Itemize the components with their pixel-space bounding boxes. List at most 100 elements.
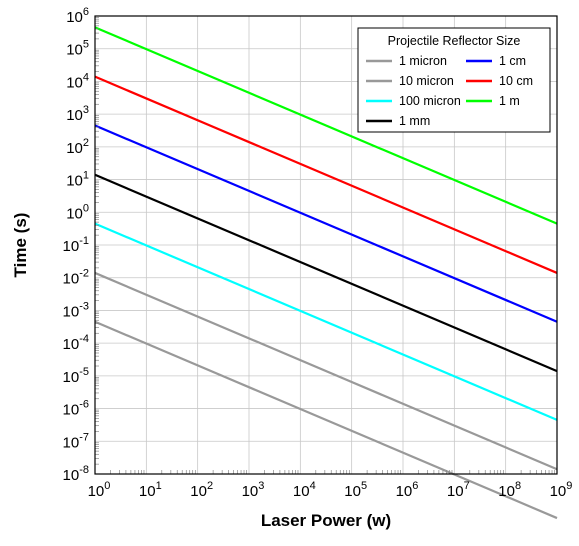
legend-entries: 1 micron 1 cm 10 micron 10 cm 100 micron 1 m 1… xyxy=(366,54,533,128)
series-line-100-micron xyxy=(94,222,558,421)
legend-label: 100 micron xyxy=(399,94,461,108)
x-tick-label-base: 10 xyxy=(190,483,207,500)
y-tick-label-base: 10 xyxy=(66,107,83,124)
series-line-10-micron xyxy=(94,271,558,471)
y-tick-label: 10-3 xyxy=(63,300,89,320)
y-tick-label-exponent: 3 xyxy=(83,104,89,116)
y-tick-label-exponent: -2 xyxy=(79,268,89,280)
y-tick-labels: 10-810-710-610-510-410-310-210-110010110… xyxy=(63,6,89,484)
y-tick-label-exponent: 5 xyxy=(83,39,89,51)
plot-frame xyxy=(94,15,558,475)
x-tick-label-base: 10 xyxy=(139,483,156,500)
y-axis-title: Time (s) xyxy=(11,213,30,278)
x-tick-label-exponent: 2 xyxy=(207,480,213,492)
x-tick-label-base: 10 xyxy=(88,483,105,500)
y-tick-label-exponent: -8 xyxy=(79,464,89,476)
y-tick-label-base: 10 xyxy=(63,402,80,419)
y-tick-label: 103 xyxy=(66,104,89,124)
y-tick-label-base: 10 xyxy=(66,9,83,26)
y-tick-label-exponent: -5 xyxy=(79,366,89,378)
x-tick-label-exponent: 4 xyxy=(310,480,316,492)
y-tick-label: 10-7 xyxy=(63,431,89,451)
x-tick-label: 105 xyxy=(344,480,367,500)
y-tick-label: 105 xyxy=(66,39,89,59)
x-tick-label: 104 xyxy=(293,480,316,500)
y-tick-label-exponent: -3 xyxy=(79,300,89,312)
y-tick-label: 106 xyxy=(66,6,89,26)
x-tick-label: 109 xyxy=(550,480,573,500)
y-tick-label-exponent: 1 xyxy=(83,170,89,182)
y-tick-label: 101 xyxy=(66,170,89,190)
y-tick-label-base: 10 xyxy=(63,271,80,288)
y-tick-label-base: 10 xyxy=(63,303,80,320)
x-tick-label: 100 xyxy=(88,480,111,500)
y-tick-label: 10-8 xyxy=(63,464,89,484)
minor-ticks xyxy=(95,17,556,474)
x-tick-label-exponent: 6 xyxy=(412,480,418,492)
y-tick-label-exponent: 6 xyxy=(83,6,89,18)
x-tick-label: 108 xyxy=(498,480,521,500)
x-tick-label: 107 xyxy=(447,480,470,500)
x-tick-label-exponent: 9 xyxy=(566,480,572,492)
y-tick-label: 10-1 xyxy=(63,235,89,255)
x-tick-label: 101 xyxy=(139,480,162,500)
x-tick-label-exponent: 8 xyxy=(515,480,521,492)
y-tick-label-base: 10 xyxy=(66,140,83,157)
y-tick-label-base: 10 xyxy=(63,369,80,386)
y-tick-label-base: 10 xyxy=(66,42,83,59)
legend-label: 1 mm xyxy=(399,114,430,128)
y-tick-label-exponent: -7 xyxy=(79,431,89,443)
legend-label: 1 micron xyxy=(399,54,447,68)
x-tick-label-base: 10 xyxy=(447,483,464,500)
y-tick-label-base: 10 xyxy=(66,173,83,190)
x-tick-label-exponent: 7 xyxy=(464,480,470,492)
y-tick-label-base: 10 xyxy=(63,238,80,255)
y-tick-label-exponent: 4 xyxy=(83,71,89,83)
y-tick-label-exponent: -1 xyxy=(79,235,89,247)
legend-label: 1 m xyxy=(499,94,520,108)
series-line-1-micron xyxy=(94,320,558,520)
legend-label: 1 cm xyxy=(499,54,526,68)
y-tick-label-exponent: -6 xyxy=(79,399,89,411)
series-line-10-cm xyxy=(94,75,558,274)
y-tick-label: 10-5 xyxy=(63,366,89,386)
x-tick-label: 102 xyxy=(190,480,213,500)
y-tick-label-exponent: 0 xyxy=(83,202,89,214)
series-layer xyxy=(94,26,558,520)
x-tick-label: 106 xyxy=(396,480,419,500)
y-tick-label: 10-6 xyxy=(63,399,89,419)
x-tick-label-exponent: 1 xyxy=(156,480,162,492)
x-tick-label-base: 10 xyxy=(498,483,515,500)
x-tick-label-exponent: 3 xyxy=(258,480,264,492)
series-line-1-cm xyxy=(94,124,558,323)
legend-label: 10 cm xyxy=(499,74,533,88)
x-tick-label-exponent: 0 xyxy=(104,480,110,492)
x-tick-label-base: 10 xyxy=(396,483,413,500)
legend-title: Projectile Reflector Size xyxy=(388,34,521,48)
y-tick-label-base: 10 xyxy=(63,467,80,484)
y-tick-label: 100 xyxy=(66,202,89,222)
y-tick-label-exponent: -4 xyxy=(79,333,89,345)
x-tick-label: 103 xyxy=(242,480,265,500)
x-tick-label-exponent: 5 xyxy=(361,480,367,492)
legend-label: 10 micron xyxy=(399,74,454,88)
y-tick-label-exponent: 2 xyxy=(83,137,89,149)
series-line-1-mm xyxy=(94,173,558,373)
y-tick-label-base: 10 xyxy=(66,74,83,91)
x-axis-title: Laser Power (w) xyxy=(261,511,391,530)
y-tick-label-base: 10 xyxy=(66,205,83,222)
x-tick-label-base: 10 xyxy=(550,483,567,500)
y-tick-label: 10-2 xyxy=(63,268,89,288)
x-tick-label-base: 10 xyxy=(293,483,310,500)
y-tick-label-base: 10 xyxy=(63,434,80,451)
y-tick-label: 10-4 xyxy=(63,333,89,353)
y-tick-label: 104 xyxy=(66,71,89,91)
x-tick-label-base: 10 xyxy=(344,483,361,500)
x-tick-labels: 100 101 102 103 104 105 106 107 108 109 xyxy=(88,480,573,500)
legend: Projectile Reflector Size 1 micron 1 cm 10… xyxy=(357,27,551,133)
x-tick-label-base: 10 xyxy=(242,483,259,500)
series-line-1-m xyxy=(94,26,558,225)
y-tick-label: 102 xyxy=(66,137,89,157)
y-tick-label-base: 10 xyxy=(63,336,80,353)
